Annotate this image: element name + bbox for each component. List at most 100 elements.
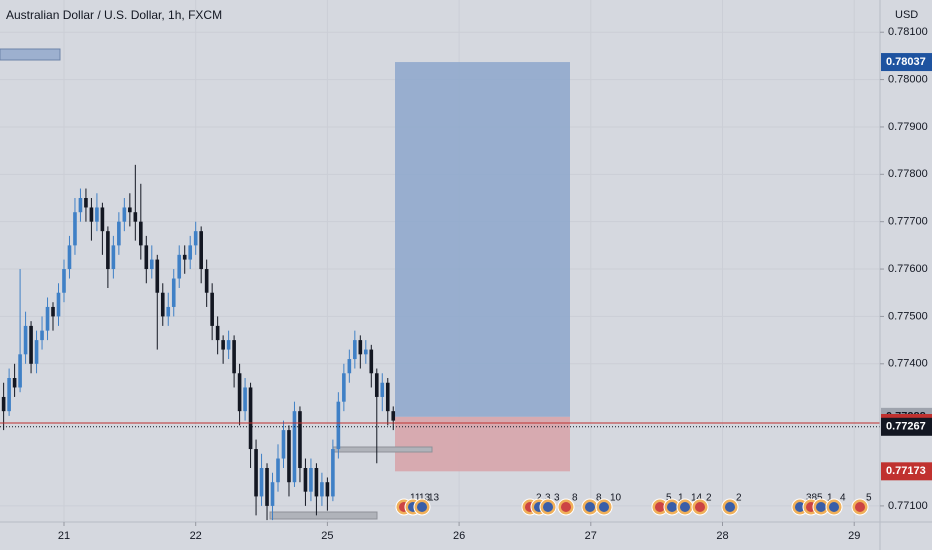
candle-body	[276, 458, 280, 483]
candle-body	[166, 306, 171, 317]
candle-body	[155, 259, 160, 293]
candle-body	[106, 231, 110, 270]
candle-body	[221, 340, 225, 350]
candle-body	[385, 382, 390, 412]
candle-body	[188, 245, 193, 260]
candle-body	[171, 278, 176, 307]
candle-body	[95, 207, 99, 222]
event-count: 2	[706, 493, 712, 504]
candle-body	[232, 340, 236, 374]
candle-body	[51, 306, 55, 317]
event-count: 1	[827, 493, 833, 504]
candle-body	[149, 259, 154, 270]
y-tick-label: 0.77700	[888, 216, 928, 228]
candle-body	[363, 349, 368, 355]
zone-box	[0, 48, 61, 61]
event-icon	[655, 502, 665, 512]
event-icon	[695, 502, 705, 512]
candle-body	[84, 198, 88, 208]
candle-body	[139, 221, 143, 246]
event-icon	[829, 502, 839, 512]
event-icon	[680, 502, 690, 512]
price-label-bg	[881, 417, 932, 436]
candle-body	[237, 373, 242, 412]
event-icon	[417, 502, 427, 512]
event-count: 13	[428, 493, 440, 504]
candle-body	[303, 468, 308, 492]
candle-body	[12, 378, 17, 388]
x-tick-label: 25	[321, 530, 333, 542]
candle-body	[18, 354, 22, 388]
candle-body	[1, 396, 6, 412]
x-tick-label: 29	[848, 530, 860, 542]
zone-box	[332, 446, 433, 453]
candle-body	[23, 325, 28, 355]
event-icon	[795, 502, 805, 512]
event-icon	[561, 502, 571, 512]
y-tick-label: 0.77900	[888, 121, 928, 133]
candle-body	[78, 198, 83, 213]
candle-body	[193, 231, 198, 246]
candle-body	[325, 482, 330, 497]
x-tick-label: 21	[58, 530, 70, 542]
y-unit: USD	[895, 9, 918, 21]
event-count: 3	[554, 493, 560, 504]
candle-body	[111, 245, 116, 270]
y-tick-label: 0.78100	[888, 26, 928, 38]
candle-body	[177, 254, 182, 279]
candle-body	[133, 212, 138, 222]
candle-body	[320, 482, 324, 497]
event-count: 2	[536, 493, 542, 504]
candle-body	[259, 468, 264, 497]
target-zone	[395, 62, 570, 417]
candle-body	[342, 373, 346, 402]
candle-body	[40, 330, 44, 341]
candle-body	[292, 411, 297, 483]
event-count: 14	[691, 493, 703, 504]
candle-body	[336, 401, 341, 450]
zone-box	[269, 511, 378, 520]
y-tick-label: 0.77400	[888, 358, 928, 370]
candle-body	[144, 245, 149, 270]
candle-body	[369, 349, 374, 374]
candle-body	[380, 382, 385, 397]
y-tick-label: 0.78000	[888, 73, 928, 85]
x-tick-label: 28	[716, 530, 728, 542]
candle-body	[298, 411, 302, 468]
candle-body	[226, 340, 231, 350]
candle-body	[254, 449, 258, 497]
candle-body	[7, 378, 11, 412]
candle-body	[89, 207, 94, 222]
event-count: 8	[596, 493, 602, 504]
candle-body	[281, 430, 286, 459]
candle-body	[210, 292, 214, 326]
x-tick-label: 26	[453, 530, 465, 542]
event-count: 5	[666, 493, 672, 504]
event-icon	[855, 502, 865, 512]
stop-zone	[395, 416, 570, 472]
candle-body	[160, 292, 165, 317]
candle-body	[128, 207, 132, 213]
candle-body	[353, 340, 357, 360]
event-count: 4	[840, 493, 846, 504]
event-count: 8	[572, 493, 578, 504]
candle-body	[73, 212, 77, 246]
chart-title: Australian Dollar / U.S. Dollar, 1h, FXC…	[6, 8, 222, 22]
event-count: 13	[419, 493, 431, 504]
event-count: 11	[410, 493, 421, 504]
candle-body	[215, 325, 220, 341]
candle-body	[182, 254, 187, 260]
event-icon	[585, 502, 595, 512]
event-icon	[543, 502, 553, 512]
y-tick-label: 0.77100	[888, 500, 928, 512]
candle-body	[117, 221, 121, 246]
y-tick-label: 0.77800	[888, 168, 928, 180]
event-count: 2	[736, 493, 742, 504]
event-count: 10	[610, 493, 622, 504]
candle-body	[45, 306, 50, 331]
candle-body	[314, 468, 319, 497]
candle-body	[199, 231, 203, 270]
event-count: 5	[866, 493, 872, 504]
event-icon	[667, 502, 677, 512]
